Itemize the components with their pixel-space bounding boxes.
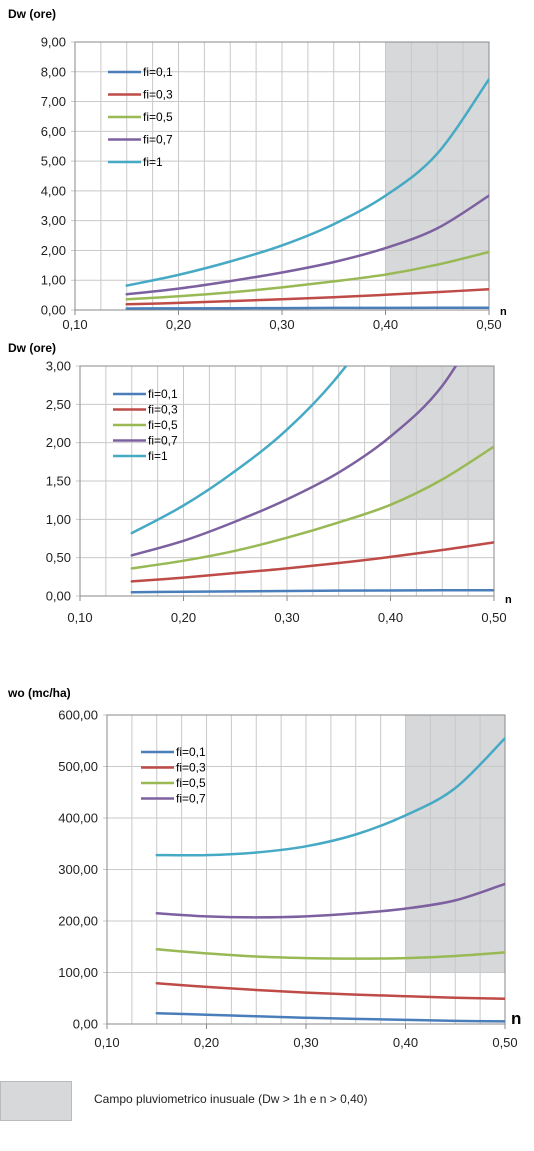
- series-line-3: [155, 882, 505, 919]
- x-tick-label: 0,30: [293, 1035, 318, 1050]
- y-tick-label: 1,00: [41, 273, 66, 288]
- x-tick-label: 0,10: [94, 1035, 119, 1050]
- legend-label: fi=0,1: [143, 65, 173, 79]
- y-tick-label: 0,00: [73, 1017, 98, 1032]
- series-line-3: [130, 366, 458, 557]
- shaded-area-swatch: [0, 1081, 72, 1121]
- y-tick-label: 0,00: [46, 589, 71, 604]
- legend-label: fi=0,3: [176, 761, 206, 775]
- chart-wo: 0,00 100,00 200,00 300,00 400,00 500,00 600,00…: [7, 686, 521, 1050]
- x-tick-label: 0,50: [492, 1035, 517, 1050]
- y-tick-label: 4,00: [41, 183, 66, 198]
- series-line-2: [125, 250, 489, 301]
- plot-frame: [79, 365, 495, 597]
- x-axis-label: n: [511, 1009, 521, 1028]
- series-line-4: [125, 77, 489, 287]
- legend-label: fi=0,3: [148, 403, 178, 417]
- series-line-0: [130, 588, 494, 594]
- shaded-area-description: Campo pluviometrico inusuale (Dw > 1h e …: [94, 1092, 368, 1106]
- plot-frame: [106, 714, 506, 1025]
- legend-label: fi=1: [148, 449, 168, 463]
- x-tick-label: 0,20: [171, 610, 196, 625]
- x-tick-label: 0,40: [373, 317, 398, 332]
- x-tick-label: 0,10: [62, 317, 87, 332]
- series-line-1: [155, 982, 505, 1001]
- series-line-4: [130, 366, 348, 535]
- series-line-1: [130, 541, 494, 583]
- y-tick-label: 500,00: [58, 759, 98, 774]
- legend-label: fi=0,3: [143, 88, 173, 102]
- y-tick-label: 8,00: [41, 64, 66, 79]
- series-line-0: [125, 306, 489, 310]
- y-tick-label: 0,00: [41, 303, 66, 318]
- y-tick-label: 200,00: [58, 914, 98, 929]
- series-line-0: [155, 1011, 505, 1023]
- y-tick-label: 1,50: [46, 474, 71, 489]
- series-line-3: [125, 194, 489, 296]
- x-tick-label: 0,50: [481, 610, 506, 625]
- y-tick-label: 600,00: [58, 708, 98, 723]
- y-axis-label: wo (mc/ha): [7, 686, 71, 700]
- y-tick-label: 300,00: [58, 862, 98, 877]
- x-tick-label: 0,40: [393, 1035, 418, 1050]
- x-tick-label: 0,30: [274, 610, 299, 625]
- series-line-4: [155, 736, 505, 857]
- series-group: [130, 366, 494, 594]
- legend-label: fi=0,5: [148, 418, 178, 432]
- y-tick-label: 6,00: [41, 124, 66, 139]
- series-line-2: [155, 948, 505, 960]
- y-tick-label: 9,00: [41, 35, 66, 50]
- legend-label: fi=0,1: [148, 387, 178, 401]
- x-axis-label: n: [500, 306, 507, 318]
- y-tick-label: 100,00: [58, 965, 98, 980]
- plot-frame: [74, 41, 490, 311]
- y-tick-label: 0,50: [46, 550, 71, 565]
- y-axis-label: Dw (ore): [8, 7, 56, 21]
- x-axis-label: n: [505, 594, 512, 606]
- legend-label: fi=0,7: [176, 792, 206, 806]
- legend-label: fi=1: [143, 155, 163, 169]
- y-tick-label: 2,50: [46, 397, 71, 412]
- series-group: [155, 736, 505, 1023]
- y-tick-label: 5,00: [41, 154, 66, 169]
- series-line-1: [125, 287, 489, 306]
- series-line-2: [130, 445, 494, 570]
- legend-label: fi=0,5: [176, 776, 206, 790]
- legend-label: fi=0,5: [143, 110, 173, 124]
- chart-dw-full: 0,00 1,00 2,00 3,00 4,00 5,00 6,00 7,00 8,00 9,00…: [8, 7, 507, 332]
- y-tick-label: 3,00: [46, 359, 71, 374]
- chart-dw-zoom: 0,00 0,50 1,00 1,50 2,00 2,50 3,00 0,10 0,20 0,30…: [8, 341, 512, 625]
- shaded-area-legend: Campo pluviometrico inusuale (Dw > 1h e …: [0, 1081, 534, 1121]
- y-tick-label: 400,00: [58, 811, 98, 826]
- x-tick-label: 0,20: [194, 1035, 219, 1050]
- y-tick-label: 2,00: [46, 435, 71, 450]
- y-tick-label: 3,00: [41, 213, 66, 228]
- x-tick-label: 0,40: [378, 610, 403, 625]
- x-tick-label: 0,10: [67, 610, 92, 625]
- legend-label: fi=0,7: [143, 133, 173, 147]
- legend-label: fi=0,7: [148, 434, 178, 448]
- y-tick-label: 1,00: [46, 512, 71, 527]
- y-axis-label: Dw (ore): [8, 341, 56, 355]
- y-tick-label: 2,00: [41, 243, 66, 258]
- x-tick-label: 0,20: [166, 317, 191, 332]
- series-group: [125, 77, 489, 310]
- y-tick-label: 7,00: [41, 94, 66, 109]
- x-tick-label: 0,30: [269, 317, 294, 332]
- x-tick-label: 0,50: [476, 317, 501, 332]
- legend-label: fi=0,1: [176, 745, 206, 759]
